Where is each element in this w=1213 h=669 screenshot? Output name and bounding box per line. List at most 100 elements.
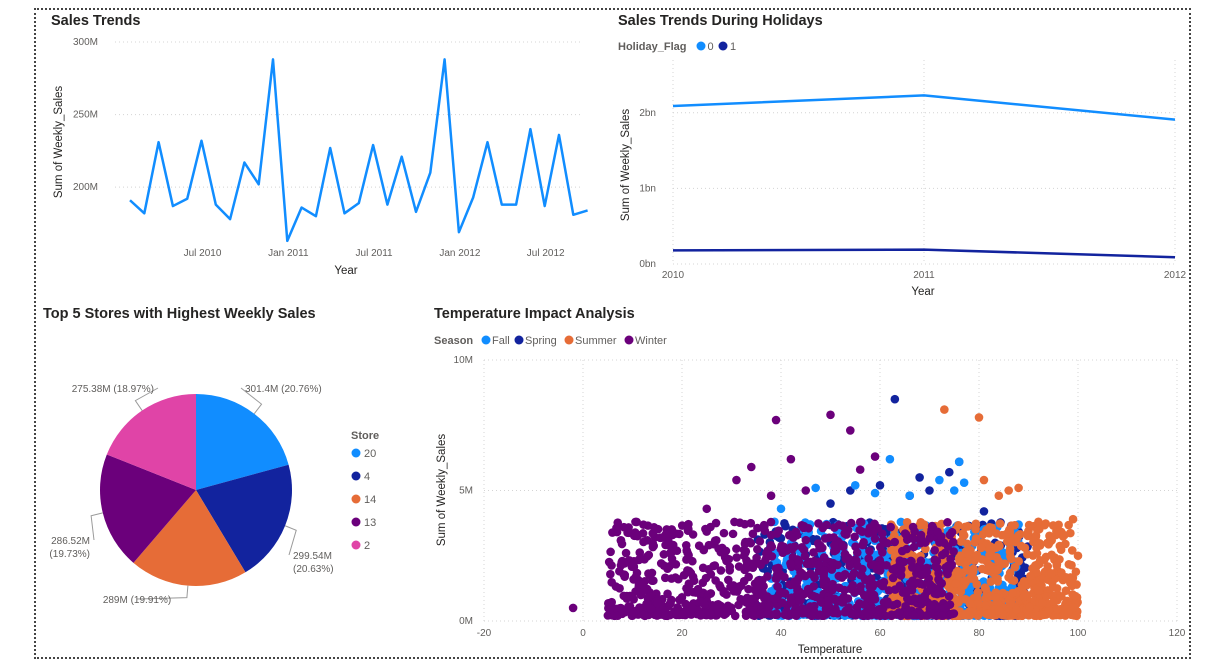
scatter-point-summer bbox=[1067, 581, 1077, 591]
scatter-point-winter bbox=[639, 586, 649, 595]
season-legend-title: Season bbox=[434, 335, 473, 347]
scatter-point-winter bbox=[940, 604, 949, 613]
temperature-impact-title: Temperature Impact Analysis bbox=[434, 306, 635, 322]
holiday-trends-visual[interactable]: Sales Trends During Holidays Holiday_Fla… bbox=[618, 13, 1187, 298]
scatter-point-winter bbox=[766, 491, 776, 501]
sales-trends-x-tick: Jul 2012 bbox=[527, 248, 565, 259]
store-legend-label-4: 4 bbox=[364, 471, 370, 483]
scatter-point-summer bbox=[965, 599, 975, 609]
scatter-point-winter bbox=[695, 610, 705, 619]
pie-slice-store-20 bbox=[196, 394, 289, 490]
season-legend[interactable]: Season Fall Spring Summer Winter bbox=[434, 335, 667, 347]
holiday-series-line-0 bbox=[672, 94, 1176, 121]
scatter-point-winter bbox=[834, 571, 844, 581]
scatter-point-winter bbox=[765, 602, 774, 611]
scatter-point-summer bbox=[916, 517, 926, 527]
scatter-point-winter bbox=[615, 584, 624, 593]
scatter-point-winter bbox=[909, 580, 919, 589]
scatter-point-winter bbox=[875, 605, 884, 614]
scatter-point-winter bbox=[809, 581, 819, 591]
scatter-point-summer bbox=[1009, 576, 1019, 585]
scatter-point-winter bbox=[698, 563, 708, 573]
scatter-point-winter bbox=[916, 530, 926, 540]
holiday-trends-series-lines bbox=[672, 94, 1176, 259]
scatter-point-winter bbox=[886, 522, 895, 532]
temperature-impact-y-tick: 10M bbox=[454, 355, 473, 366]
scatter-point-winter bbox=[648, 529, 658, 538]
store-legend-marker-2 bbox=[351, 540, 361, 550]
scatter-point-fall bbox=[811, 483, 820, 493]
top-stores-legend[interactable]: Store 20 4 14 13 2 bbox=[351, 430, 379, 552]
scatter-point-winter bbox=[820, 534, 830, 543]
scatter-point-winter bbox=[568, 603, 578, 613]
scatter-point-winter bbox=[833, 560, 842, 570]
scatter-point-summer bbox=[985, 551, 994, 560]
scatter-point-winter bbox=[927, 521, 937, 531]
scatter-point-winter bbox=[798, 609, 808, 618]
scatter-point-winter bbox=[892, 599, 902, 609]
scatter-point-summer bbox=[994, 541, 1003, 550]
scatter-point-winter bbox=[744, 572, 753, 582]
temperature-impact-x-axis-title: Temperature bbox=[798, 644, 863, 656]
temperature-impact-y-tick: 0M bbox=[459, 616, 473, 627]
scatter-point-winter bbox=[660, 611, 670, 621]
scatter-point-summer bbox=[1004, 537, 1013, 546]
scatter-point-spring bbox=[826, 499, 835, 508]
scatter-point-winter bbox=[700, 600, 709, 609]
scatter-point-winter bbox=[706, 570, 716, 579]
scatter-point-winter bbox=[724, 575, 733, 585]
scatter-point-winter bbox=[845, 561, 854, 571]
temperature-impact-visual[interactable]: Temperature Impact Analysis Season Fall S… bbox=[434, 306, 1186, 656]
scatter-point-summer bbox=[1049, 597, 1059, 606]
scatter-point-winter bbox=[699, 545, 709, 555]
sales-trends-x-tick: Jan 2012 bbox=[439, 248, 481, 259]
scatter-point-summer bbox=[977, 555, 987, 564]
scatter-point-winter bbox=[819, 576, 828, 586]
scatter-point-winter bbox=[755, 536, 765, 546]
scatter-point-winter bbox=[882, 538, 892, 548]
scatter-point-winter bbox=[828, 584, 837, 593]
store-legend-marker-4 bbox=[351, 471, 361, 481]
scatter-point-winter bbox=[702, 610, 711, 620]
scatter-point-summer bbox=[1005, 568, 1015, 578]
scatter-point-winter bbox=[604, 557, 614, 567]
scatter-point-winter bbox=[872, 565, 882, 574]
scatter-point-winter bbox=[698, 578, 708, 588]
scatter-point-winter bbox=[853, 561, 862, 571]
scatter-point-winter bbox=[946, 554, 955, 564]
scatter-point-winter bbox=[665, 548, 675, 558]
scatter-point-winter bbox=[804, 523, 813, 533]
scatter-point-winter bbox=[740, 539, 750, 549]
scatter-point-winter bbox=[909, 542, 919, 552]
top-stores-pie bbox=[100, 394, 292, 586]
scatter-point-winter bbox=[635, 603, 644, 612]
store-legend-title: Store bbox=[351, 430, 379, 442]
scatter-point-summer bbox=[1061, 586, 1071, 596]
top-stores-title: Top 5 Stores with Highest Weekly Sales bbox=[43, 306, 316, 322]
scatter-point-winter bbox=[856, 582, 865, 591]
scatter-point-winter bbox=[624, 528, 633, 538]
scatter-point-spring bbox=[945, 467, 954, 477]
scatter-point-winter bbox=[746, 518, 756, 528]
scatter-point-winter bbox=[635, 553, 645, 563]
scatter-point-spring bbox=[890, 394, 900, 404]
sales-trends-visual[interactable]: Sales Trends 200M 250M 300M Jul 2010 Jan 20… bbox=[51, 13, 588, 277]
scatter-point-winter bbox=[797, 542, 807, 552]
scatter-point-winter bbox=[786, 543, 795, 552]
pie-slice-store-14 bbox=[133, 490, 246, 586]
season-legend-marker-winter bbox=[624, 335, 634, 345]
scatter-point-summer bbox=[1019, 576, 1029, 586]
holiday-trends-legend[interactable]: Holiday_Flag 0 1 bbox=[618, 41, 736, 53]
scatter-point-winter bbox=[934, 569, 943, 578]
scatter-point-summer bbox=[1024, 611, 1034, 620]
temperature-impact-y-tick: 5M bbox=[459, 486, 473, 497]
scatter-point-winter bbox=[763, 546, 772, 556]
top-stores-visual[interactable]: Top 5 Stores with Highest Weekly Sales 3… bbox=[43, 306, 379, 606]
scatter-point-winter bbox=[809, 548, 818, 557]
scatter-point-winter bbox=[682, 546, 692, 555]
scatter-point-winter bbox=[671, 560, 681, 569]
season-legend-items: Fall Spring Summer Winter bbox=[481, 335, 667, 347]
scatter-point-winter bbox=[794, 557, 804, 567]
scatter-point-winter bbox=[863, 527, 872, 537]
scatter-point-winter bbox=[830, 523, 839, 532]
